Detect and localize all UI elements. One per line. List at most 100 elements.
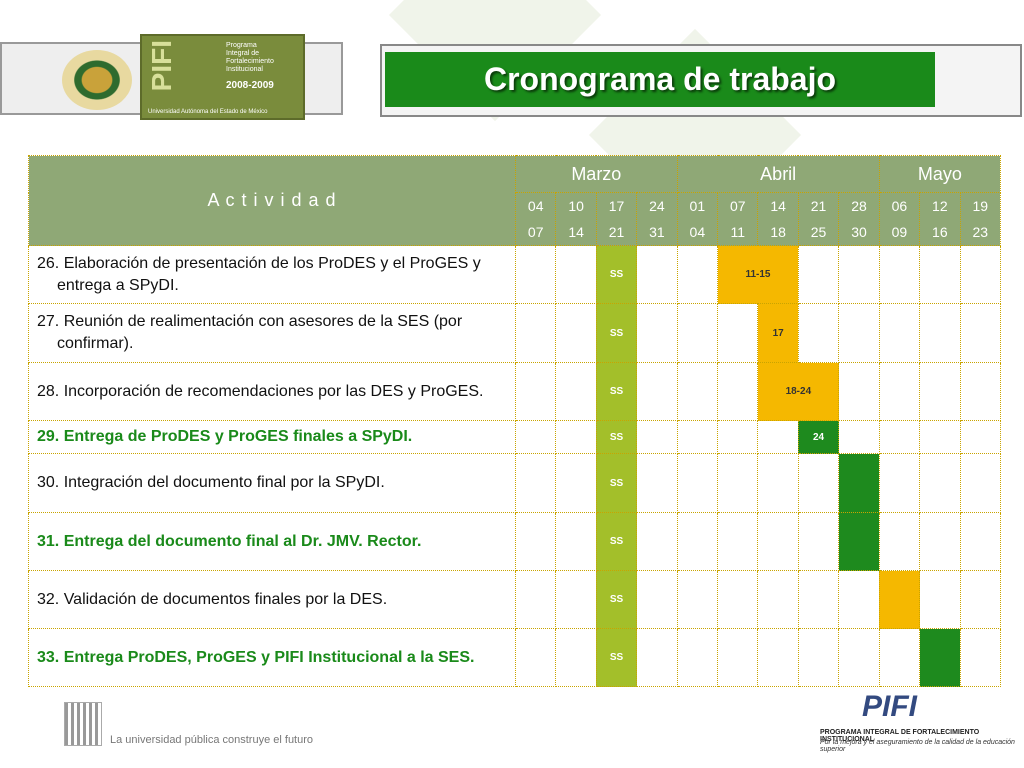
activity: 32. Validación de documentos finales por… — [28, 570, 516, 629]
line: Fortalecimiento — [226, 58, 274, 65]
week-day: 19 — [972, 198, 989, 214]
empty-cell — [636, 303, 678, 363]
empty-cell — [919, 512, 961, 571]
empty-cell — [514, 420, 557, 454]
activity-row: 28. Incorporación de recomendaciones por… — [28, 362, 1001, 421]
week-day: 24 — [649, 198, 665, 214]
week: 07 11 — [717, 192, 759, 246]
week-day: 07 — [527, 224, 544, 240]
schedule-cell: 11-15 — [717, 245, 799, 304]
activity-row: 31. Entrega del documento final al Dr. J… — [28, 512, 1001, 571]
program-lines: Programa Integral de Fortalecimiento Ins… — [226, 42, 274, 74]
schedule-cell: SS — [595, 245, 638, 304]
empty-cell — [959, 628, 1001, 687]
activity-header: A c t i v i d a d — [28, 155, 516, 246]
empty-cell — [717, 303, 759, 363]
empty-cell — [676, 628, 719, 687]
university-seal — [62, 50, 132, 110]
footer-logo: PIFI — [862, 690, 918, 723]
empty-cell — [555, 303, 597, 363]
empty-cell — [878, 420, 921, 454]
empty-cell — [797, 303, 840, 363]
empty-cell — [636, 245, 678, 304]
empty-cell — [797, 245, 840, 304]
schedule-cell: SS — [595, 362, 638, 421]
empty-cell — [636, 420, 678, 454]
logo-text: PIFI — [146, 40, 177, 92]
week-day: 31 — [649, 224, 665, 240]
empty-cell — [555, 570, 597, 629]
empty-cell — [959, 570, 1001, 629]
empty-cell — [959, 362, 1001, 421]
schedule-cell — [878, 570, 921, 629]
week-day: 10 — [568, 198, 584, 214]
empty-cell — [717, 420, 759, 454]
week: 06 09 — [878, 192, 921, 246]
schedule-cell: SS — [595, 420, 638, 454]
schedule-cell: SS — [595, 628, 638, 687]
empty-cell — [878, 628, 921, 687]
empty-cell — [514, 628, 557, 687]
line: Integral de — [226, 50, 260, 57]
empty-cell — [838, 303, 880, 363]
empty-cell — [838, 420, 880, 454]
footer-tagline: Por la mejora y el aseguramiento de la c… — [820, 739, 1015, 753]
empty-cell — [919, 570, 961, 629]
activity-row: 27. Reunión de realimentación con asesor… — [28, 303, 1001, 363]
week-day: 01 — [689, 198, 706, 214]
empty-cell — [959, 453, 1001, 513]
schedule-cell — [838, 512, 880, 571]
empty-cell — [797, 453, 840, 513]
week: 21 25 — [797, 192, 840, 246]
week-day: 07 — [729, 198, 746, 214]
week-day: 14 — [568, 224, 584, 240]
empty-cell — [676, 362, 719, 421]
empty-cell — [555, 362, 597, 421]
schedule-cell: SS — [595, 303, 638, 363]
week-day: 12 — [932, 198, 948, 214]
empty-cell — [959, 245, 1001, 304]
empty-cell — [919, 245, 961, 304]
pifi-logo: PIFI Programa Integral de Fortalecimient… — [140, 34, 305, 120]
line: Institucional — [226, 66, 263, 73]
empty-cell — [636, 570, 678, 629]
week-day: 14 — [770, 198, 786, 214]
schedule-cell: 24 — [797, 420, 840, 454]
month-row: A c t i v i d a d Marzo Abril Mayo — [28, 155, 1001, 246]
month: Abril — [676, 155, 880, 193]
schedule-cell: 17 — [757, 303, 799, 363]
empty-cell — [676, 303, 719, 363]
week: 12 16 — [919, 192, 961, 246]
empty-cell — [878, 303, 921, 363]
empty-cell — [636, 362, 678, 421]
empty-cell — [878, 453, 921, 513]
activity-row: 30. Integración del documento final por … — [28, 453, 1001, 513]
schedule-cell: 18-24 — [757, 362, 840, 421]
schedule-cell: SS — [595, 453, 638, 513]
month: Mayo — [878, 155, 1001, 193]
schedule-cell — [838, 453, 880, 513]
university: Universidad Autónoma del Estado de Méxic… — [148, 109, 268, 115]
empty-cell — [555, 245, 597, 304]
empty-cell — [676, 512, 719, 571]
line: Programa — [226, 42, 257, 49]
activity: 33. Entrega ProDES, ProGES y PIFI Instit… — [28, 628, 516, 687]
week: 24 31 — [636, 192, 678, 246]
empty-cell — [757, 570, 799, 629]
empty-cell — [717, 453, 759, 513]
week-day: 09 — [891, 224, 908, 240]
empty-cell — [757, 453, 799, 513]
empty-cell — [514, 362, 557, 421]
empty-cell — [717, 362, 759, 421]
activity: 29. Entrega de ProDES y ProGES finales a… — [28, 420, 516, 454]
empty-cell — [959, 512, 1001, 571]
empty-cell — [636, 628, 678, 687]
empty-cell — [717, 570, 759, 629]
week: 14 18 — [757, 192, 799, 246]
empty-cell — [676, 570, 719, 629]
empty-cell — [757, 628, 799, 687]
week-day: 23 — [972, 224, 989, 240]
empty-cell — [717, 512, 759, 571]
empty-cell — [636, 512, 678, 571]
week-day: 21 — [810, 198, 827, 214]
